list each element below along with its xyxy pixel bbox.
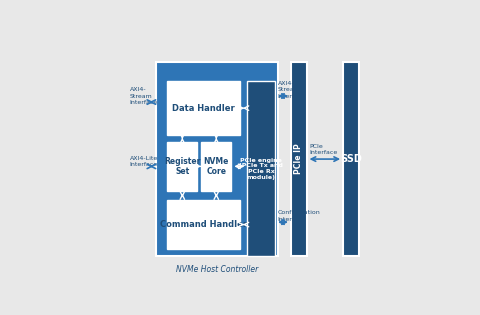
Text: AXI4-
Stream
Interface: AXI4- Stream Interface [130, 87, 158, 105]
Bar [247, 82, 275, 256]
Text: Command Handler: Command Handler [160, 220, 247, 229]
Text: PCIe
Interface: PCIe Interface [309, 144, 337, 155]
Bar [343, 62, 359, 256]
Bar [167, 200, 240, 249]
Text: PCIe engine
(PCIe Tx and
PCIe Rx
module): PCIe engine (PCIe Tx and PCIe Rx module) [239, 158, 283, 180]
Bar [201, 142, 231, 191]
Text: NVMe
Core: NVMe Core [204, 157, 229, 176]
Text: Register
Set: Register Set [164, 157, 201, 176]
Text: Data Handler: Data Handler [172, 104, 235, 113]
Bar [167, 82, 240, 135]
Text: NVMe Host Controller: NVMe Host Controller [176, 265, 258, 274]
Bar [291, 62, 307, 256]
Bar [156, 62, 277, 256]
Bar [167, 142, 197, 191]
Text: SSD: SSD [340, 154, 362, 164]
Text: PCIe IP: PCIe IP [294, 144, 303, 175]
Text: Configuration
Interface: Configuration Interface [277, 210, 320, 222]
Text: AXI4-Lite
Interface: AXI4-Lite Interface [130, 156, 158, 167]
Text: AXI4-
Stream
Interface: AXI4- Stream Interface [277, 81, 306, 99]
